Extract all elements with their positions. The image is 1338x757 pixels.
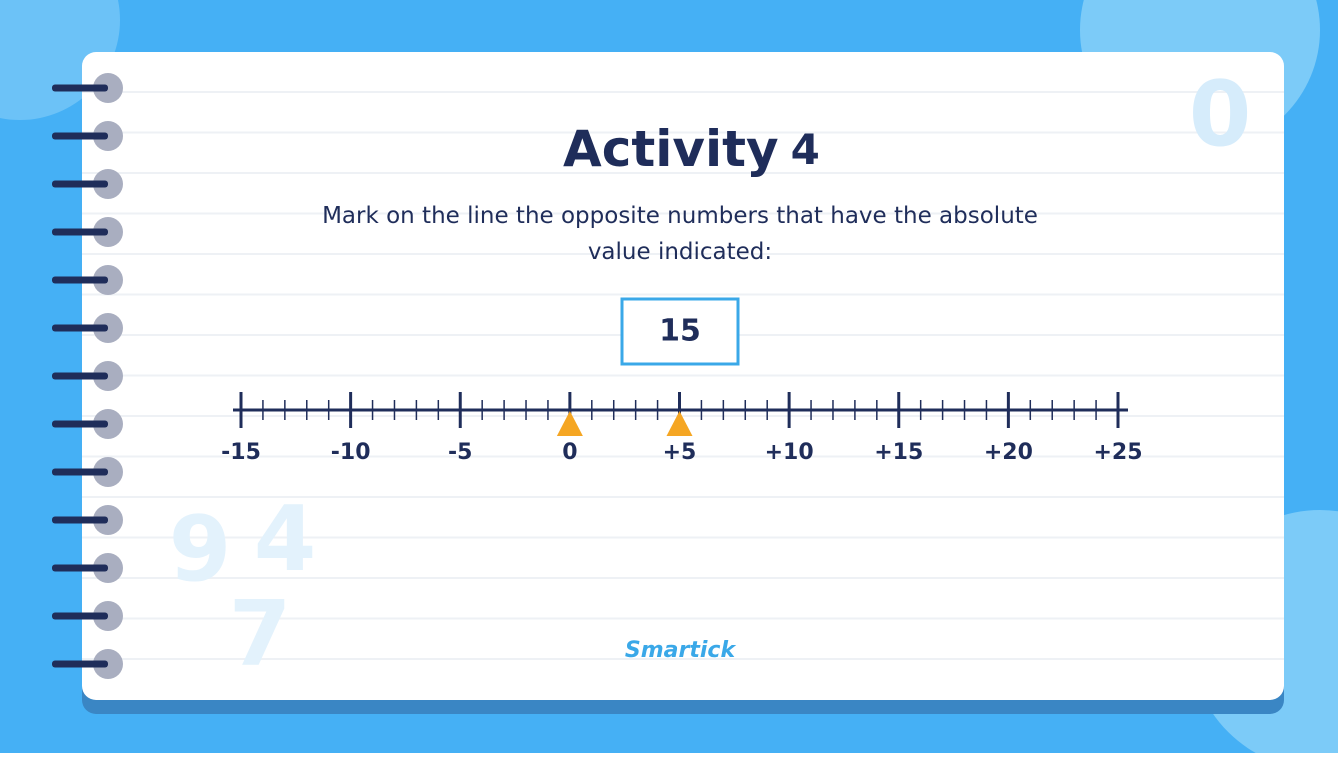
logo: Smartick — [625, 638, 737, 663]
spiral-bar — [52, 468, 108, 476]
title-number: 4 — [791, 125, 820, 174]
title-text: Activity — [563, 120, 779, 178]
spiral-bar — [52, 180, 108, 188]
bg-digit: 7 — [229, 582, 292, 687]
tick-label: +5 — [663, 440, 697, 465]
absolute-value: 15 — [659, 314, 701, 349]
value-box — [620, 297, 740, 366]
tick-label: +10 — [765, 440, 814, 465]
bg-digit: 0 — [1189, 62, 1252, 167]
spiral-bar — [52, 612, 108, 620]
marker — [666, 411, 693, 436]
tick-label: -5 — [448, 440, 472, 465]
instruction: Mark on the line the opposite numbers th… — [322, 203, 1038, 265]
title: Activity 4 — [563, 120, 820, 178]
spiral-bar — [52, 324, 108, 332]
spiral-bar — [52, 516, 108, 524]
tick-label: +25 — [1093, 440, 1142, 465]
spiral-bar — [52, 276, 108, 284]
tick-label: -15 — [221, 440, 261, 465]
tick-label: -10 — [331, 440, 371, 465]
instruction-box: Mark on the line the opposite numbers th… — [322, 203, 1038, 265]
marker — [556, 411, 583, 436]
spiral-bar — [52, 660, 108, 668]
spiral-bar — [52, 564, 108, 572]
spiral-bar — [52, 420, 108, 428]
spiral-bar — [52, 372, 108, 380]
tick-label: +15 — [874, 440, 923, 465]
bg-digit: 9 — [169, 497, 232, 602]
spiral-bar — [52, 132, 108, 140]
bg-digit: 4 — [254, 487, 317, 592]
tick-label: +20 — [984, 440, 1033, 465]
spiral-bar — [52, 228, 108, 236]
tick-label: 0 — [562, 440, 577, 465]
spiral-bar — [52, 84, 108, 92]
